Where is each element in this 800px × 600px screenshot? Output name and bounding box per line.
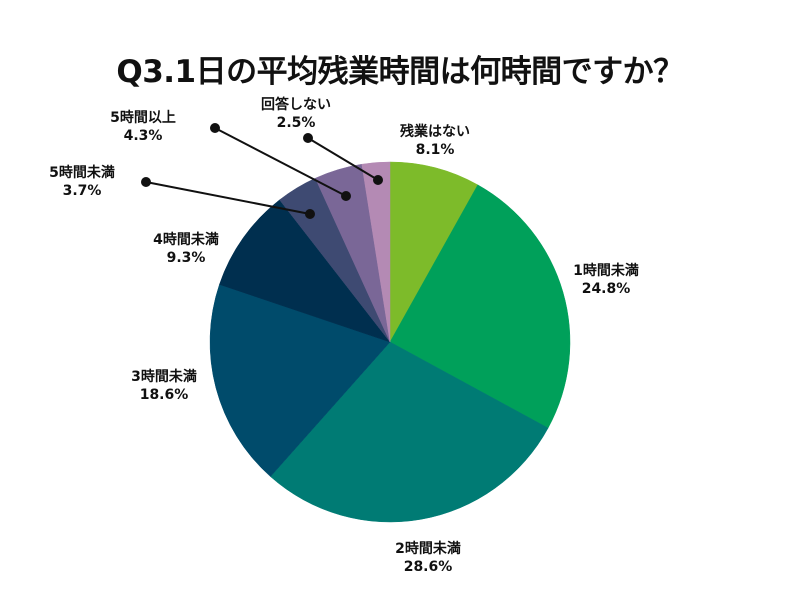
leader-dot — [303, 133, 313, 143]
leader-dot — [210, 123, 220, 133]
label-no-overtime: 残業はない 8.1% — [400, 124, 470, 158]
pie-slice-0 — [389, 161, 479, 343]
label-under-2h: 2時間未満 28.6% — [395, 541, 461, 575]
pie-slice-3 — [209, 284, 391, 477]
label-no-answer: 回答しない 2.5% — [261, 97, 331, 131]
pie-slice-2 — [270, 341, 549, 523]
leader-line-no-answer — [307, 137, 379, 181]
label-under-3h: 3時間未満 18.6% — [131, 369, 197, 403]
leader-line-5h-under — [145, 181, 311, 215]
pie-slice-7 — [361, 161, 391, 343]
leader-dot — [373, 175, 383, 185]
label-under-4h: 4時間未満 9.3% — [153, 232, 219, 266]
label-under-5h: 5時間未満 3.7% — [49, 165, 115, 199]
pie-slice-1 — [389, 184, 571, 429]
label-5h-or-more: 5時間以上 4.3% — [110, 110, 176, 144]
leader-dot — [341, 191, 351, 201]
chart-title: Q3.1日の平均残業時間は何時間ですか？ — [116, 54, 684, 90]
label-under-1h: 1時間未満 24.8% — [573, 263, 639, 297]
leader-lines — [141, 123, 383, 219]
leader-line-5h-over — [214, 127, 347, 197]
pie-slice-4 — [219, 199, 391, 343]
leader-dot — [141, 177, 151, 187]
leader-dot — [305, 209, 315, 219]
